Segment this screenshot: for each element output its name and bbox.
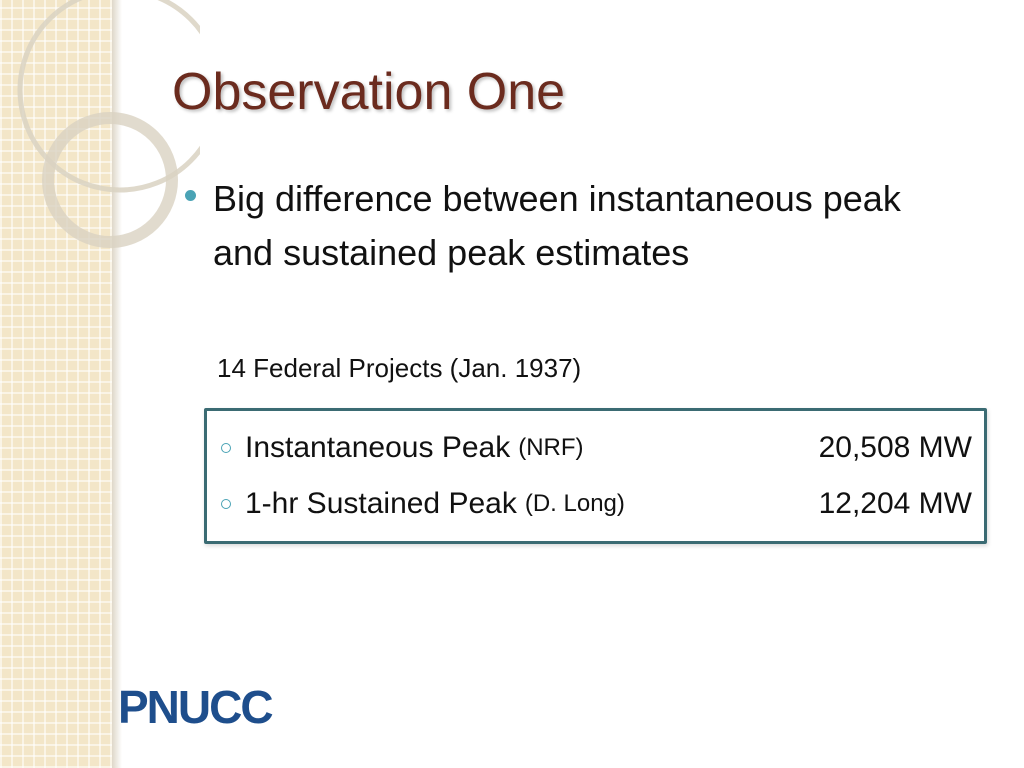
ring-bullet-icon — [221, 443, 231, 453]
estimate-source: (D. Long) — [524, 490, 625, 517]
estimate-row-sustained: 1-hr Sustained Peak (D. Long) 12,204 MW — [221, 479, 972, 529]
decorative-side-band — [0, 0, 112, 768]
estimate-label: 1-hr Sustained Peak — [245, 487, 517, 520]
ring-bullet-icon — [221, 499, 231, 509]
side-band-shadow — [112, 0, 122, 768]
slide-title: Observation One — [172, 63, 566, 121]
estimate-value: 12,204 MW — [818, 487, 972, 520]
pnucc-logo: PNUCC — [118, 681, 274, 729]
svg-text:PNUCC: PNUCC — [118, 681, 272, 729]
estimate-value: 20,508 MW — [818, 431, 972, 464]
sub-heading: 14 Federal Projects (Jan. 1937) — [217, 353, 582, 383]
decorative-rings — [17, 0, 200, 248]
peak-estimates-box: Instantaneous Peak (NRF) 20,508 MW 1-hr … — [204, 408, 987, 544]
estimate-label: Instantaneous Peak — [245, 431, 511, 464]
estimate-row-instantaneous: Instantaneous Peak (NRF) 20,508 MW — [221, 423, 972, 473]
bullet-dot-icon — [185, 190, 196, 201]
estimate-source: (NRF) — [518, 434, 584, 461]
main-bullet-text: Big difference between instantaneous pea… — [213, 178, 901, 273]
main-bullet: Big difference between instantaneous pea… — [185, 172, 945, 280]
